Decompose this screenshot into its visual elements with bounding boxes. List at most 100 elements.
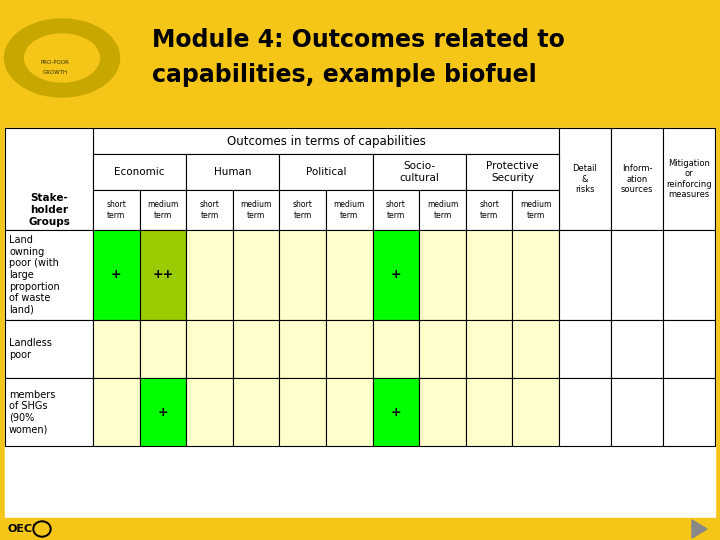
Text: +: + bbox=[158, 406, 168, 419]
Text: Mitigation
or
reinforcing
measures: Mitigation or reinforcing measures bbox=[666, 159, 712, 199]
Bar bbox=[0, 0, 720, 128]
Text: Detail
&
risks: Detail & risks bbox=[572, 164, 598, 194]
Ellipse shape bbox=[4, 19, 120, 97]
Bar bbox=[5, 128, 715, 522]
Bar bbox=[5, 378, 93, 446]
Bar bbox=[513, 320, 559, 378]
Text: Outcomes in terms of capabilities: Outcomes in terms of capabilities bbox=[227, 134, 426, 147]
Bar bbox=[663, 128, 715, 230]
Bar bbox=[466, 190, 513, 230]
Bar bbox=[419, 230, 466, 320]
Text: OECD: OECD bbox=[8, 524, 42, 534]
Bar bbox=[140, 320, 186, 378]
Bar bbox=[611, 378, 663, 446]
Bar bbox=[326, 320, 373, 378]
Bar bbox=[611, 320, 663, 378]
Bar bbox=[466, 230, 513, 320]
Bar bbox=[419, 190, 466, 230]
Bar bbox=[186, 230, 233, 320]
Text: short
term: short term bbox=[480, 200, 499, 220]
Bar bbox=[326, 190, 373, 230]
Bar bbox=[663, 378, 715, 446]
Text: short
term: short term bbox=[199, 200, 220, 220]
Bar bbox=[419, 320, 466, 378]
Bar bbox=[373, 230, 419, 320]
Bar bbox=[373, 190, 419, 230]
Text: short
term: short term bbox=[386, 200, 406, 220]
Bar bbox=[559, 320, 611, 378]
Bar bbox=[419, 378, 466, 446]
Bar bbox=[233, 190, 279, 230]
Bar bbox=[279, 190, 326, 230]
Bar bbox=[5, 128, 93, 230]
Ellipse shape bbox=[24, 34, 99, 82]
Text: PRO-POOR: PRO-POOR bbox=[40, 59, 69, 64]
Bar bbox=[186, 154, 279, 190]
Text: Landless
poor: Landless poor bbox=[9, 338, 52, 360]
Text: medium
term: medium term bbox=[147, 200, 179, 220]
Bar bbox=[93, 190, 140, 230]
Text: medium
term: medium term bbox=[240, 200, 271, 220]
Text: Political: Political bbox=[306, 167, 346, 177]
Bar bbox=[513, 190, 559, 230]
Text: Module 4: Outcomes related to: Module 4: Outcomes related to bbox=[152, 28, 565, 52]
Bar bbox=[279, 320, 326, 378]
Bar bbox=[233, 230, 279, 320]
Bar bbox=[186, 190, 233, 230]
Text: medium
term: medium term bbox=[333, 200, 365, 220]
Text: medium
term: medium term bbox=[427, 200, 458, 220]
Bar bbox=[233, 320, 279, 378]
Bar bbox=[186, 378, 233, 446]
Bar bbox=[373, 320, 419, 378]
Text: +: + bbox=[390, 268, 401, 281]
Bar bbox=[93, 320, 140, 378]
Text: Human: Human bbox=[214, 167, 251, 177]
Text: Protective
Security: Protective Security bbox=[486, 161, 539, 183]
Text: Inform-
ation
sources: Inform- ation sources bbox=[621, 164, 653, 194]
Bar bbox=[326, 378, 373, 446]
Bar bbox=[559, 378, 611, 446]
Bar bbox=[5, 230, 93, 320]
Bar bbox=[93, 154, 186, 190]
Bar bbox=[559, 230, 611, 320]
Text: Economic: Economic bbox=[114, 167, 165, 177]
Bar bbox=[0, 518, 720, 540]
Bar bbox=[140, 230, 186, 320]
Bar bbox=[186, 320, 233, 378]
Bar bbox=[279, 378, 326, 446]
Bar bbox=[279, 154, 373, 190]
Text: short
term: short term bbox=[107, 200, 126, 220]
Bar bbox=[326, 230, 373, 320]
Bar bbox=[466, 378, 513, 446]
Text: ++: ++ bbox=[152, 268, 174, 281]
Bar bbox=[663, 320, 715, 378]
Bar bbox=[140, 378, 186, 446]
Text: medium
term: medium term bbox=[520, 200, 552, 220]
Text: members
of SHGs
(90%
women): members of SHGs (90% women) bbox=[9, 389, 55, 434]
Bar bbox=[373, 378, 419, 446]
Bar bbox=[5, 320, 93, 378]
Bar bbox=[663, 230, 715, 320]
Text: +: + bbox=[390, 406, 401, 419]
Text: Land
owning
poor (with
large
proportion
of waste
land): Land owning poor (with large proportion … bbox=[9, 235, 60, 315]
Text: capabilities, example biofuel: capabilities, example biofuel bbox=[152, 63, 536, 87]
Bar bbox=[513, 230, 559, 320]
Polygon shape bbox=[692, 520, 707, 538]
Bar bbox=[93, 230, 140, 320]
Bar bbox=[93, 128, 559, 154]
Text: Stake-
holder
Groups: Stake- holder Groups bbox=[28, 193, 70, 227]
Bar bbox=[279, 230, 326, 320]
Bar bbox=[93, 378, 140, 446]
Text: +: + bbox=[111, 268, 122, 281]
Bar bbox=[466, 320, 513, 378]
Bar bbox=[466, 154, 559, 190]
Bar bbox=[611, 230, 663, 320]
Ellipse shape bbox=[35, 523, 49, 535]
Text: GROWTH: GROWTH bbox=[42, 70, 68, 75]
Bar bbox=[611, 128, 663, 230]
Bar bbox=[559, 128, 611, 230]
Text: short
term: short term bbox=[293, 200, 312, 220]
Bar bbox=[373, 154, 466, 190]
Bar bbox=[513, 378, 559, 446]
Ellipse shape bbox=[33, 521, 51, 537]
